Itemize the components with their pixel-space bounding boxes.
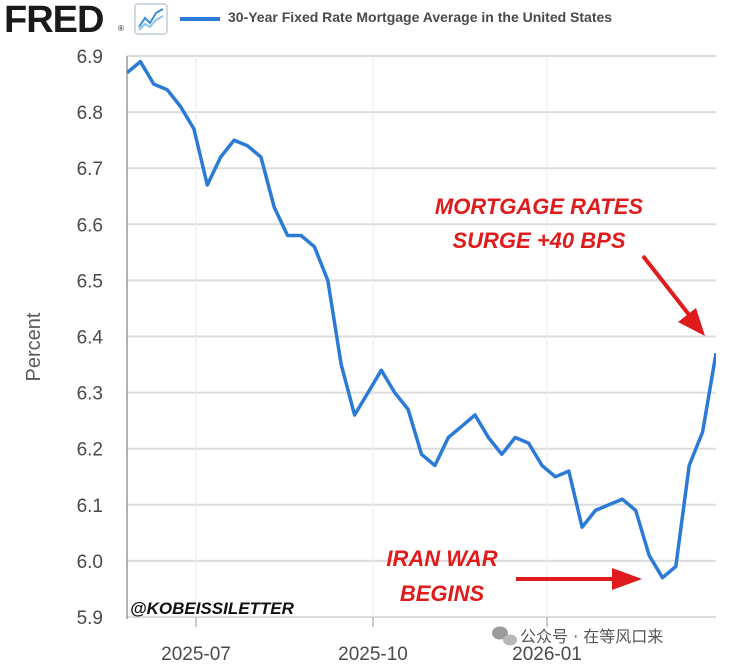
series-layer: [126, 59, 717, 580]
y-tick-label: 6.7: [77, 159, 103, 180]
legend-label: 30-Year Fixed Rate Mortgage Average in t…: [228, 9, 613, 25]
watermark: 公众号 · 在等风口来: [492, 626, 663, 646]
wechat-icon: [492, 626, 517, 646]
war-annotation-line1: IRAN WAR: [386, 546, 497, 571]
chart-header: FRED ® 30-Year Fixed Rate Mortgage Avera…: [0, 0, 729, 40]
y-tick-label: 6.2: [77, 440, 103, 461]
y-tick-label: 6.8: [77, 103, 103, 124]
registered-mark: ®: [118, 24, 124, 33]
y-tick-label: 5.9: [77, 608, 103, 629]
fred-logo: FRED: [4, 0, 104, 41]
y-tick-label: 6.5: [77, 271, 103, 292]
surge-arrow: [641, 254, 705, 336]
x-tick-label: 2026-01: [512, 644, 582, 665]
y-axis-label: Percent: [23, 312, 45, 381]
y-tick-label: 6.1: [77, 496, 103, 517]
surge-annotation-line2: SURGE +40 BPS: [452, 228, 625, 253]
war-annotation-line2: BEGINS: [400, 581, 485, 606]
y-tick-label: 6.0: [77, 552, 103, 573]
y-tick-labels: 6.9 6.8 6.7 6.6 6.5 6.4 6.3 6.2 6.1 6.0 5.9: [77, 47, 104, 629]
y-tick-label: 6.3: [77, 384, 103, 405]
y-tick-label: 6.4: [77, 328, 104, 349]
handle-label: @KOBEISSILETTER: [130, 599, 295, 618]
x-tick-labels: 2025-07 2025-10 2026-01: [161, 644, 582, 665]
y-tick-label: 6.6: [77, 215, 103, 236]
chart-line-icon: [134, 3, 168, 35]
watermark-text: 公众号 · 在等风口来: [520, 627, 663, 646]
grid-lines: [126, 55, 716, 627]
line-chart: 6.9 6.8 6.7 6.6 6.5 6.4 6.3 6.2 6.1 6.0 5.9 2025-0…: [23, 47, 717, 665]
y-tick-label: 6.9: [77, 47, 103, 68]
war-arrow: [516, 568, 642, 590]
x-tick-label: 2025-07: [161, 644, 231, 665]
legend-swatch: [180, 17, 220, 21]
surge-annotation-line1: MORTGAGE RATES: [435, 194, 644, 219]
x-tick-label: 2025-10: [338, 644, 408, 665]
